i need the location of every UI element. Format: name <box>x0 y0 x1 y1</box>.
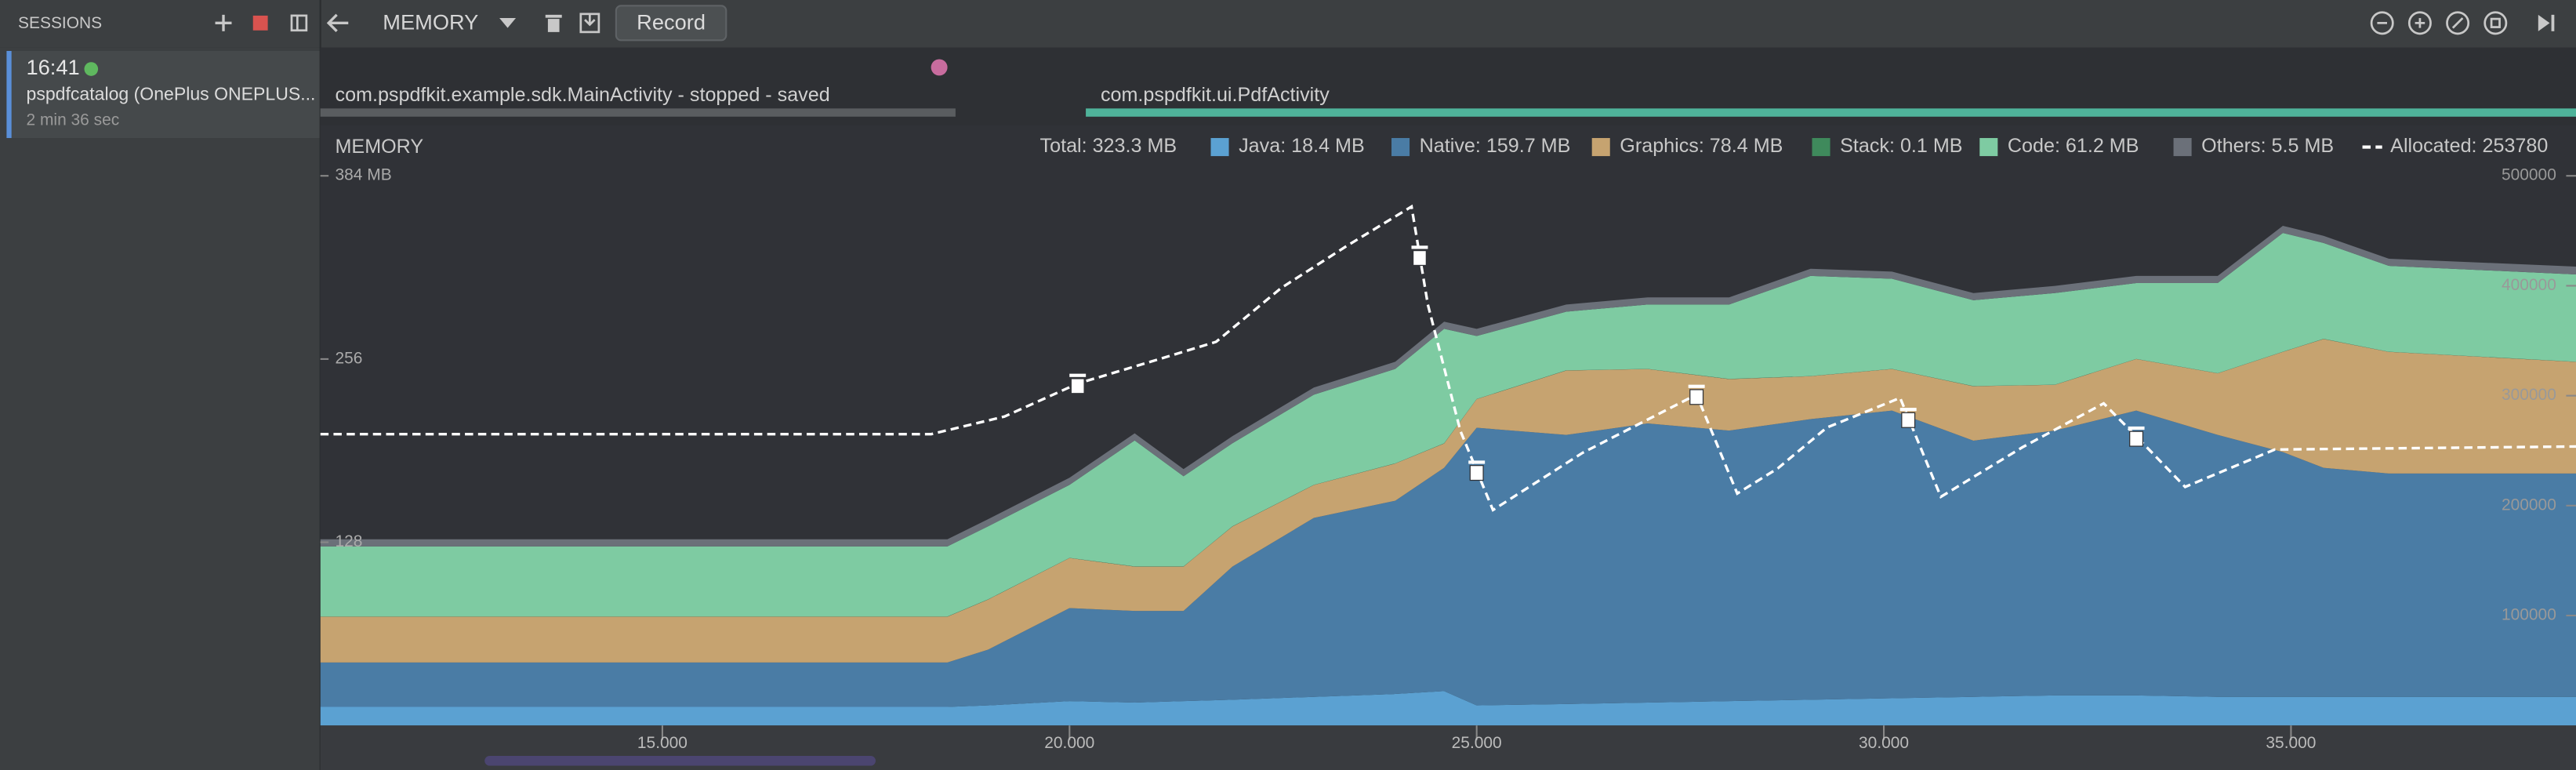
legend-swatch <box>1391 138 1410 157</box>
gc-icon-lid <box>1411 245 1428 249</box>
y2-tick-label: 400000 <box>2502 276 2556 294</box>
stop-session-button[interactable] <box>252 15 268 31</box>
memory-area <box>320 339 2576 663</box>
heap-dump-button[interactable] <box>579 13 600 34</box>
x-tick-label: 25.000 <box>1452 734 1502 752</box>
memory-area <box>320 691 2576 726</box>
activity-label: com.pspdfkit.example.sdk.MainActivity - … <box>336 84 830 106</box>
gc-event <box>1899 408 1917 428</box>
memory-area <box>320 233 2576 617</box>
panel-toggle-button[interactable] <box>290 14 308 32</box>
y2-tick-label: 300000 <box>2502 386 2556 404</box>
sessions-label: SESSIONS <box>18 14 102 32</box>
scrollbar-thumb[interactable] <box>484 755 876 766</box>
legend-swatch <box>1591 138 1610 157</box>
activity-bar <box>320 108 956 117</box>
session-duration: 2 min 36 sec <box>27 111 120 129</box>
legend-swatch <box>1979 138 1998 157</box>
legend-total: Total: 323.3 MB <box>1040 135 1177 157</box>
legend-swatch <box>2173 138 2192 157</box>
y2-tick-label: 500000 <box>2502 166 2556 184</box>
legend-label: Native: 159.7 MB <box>1420 135 1571 157</box>
toolbar <box>0 0 2576 48</box>
gc-icon-lid <box>1899 408 1917 412</box>
activity-label: com.pspdfkit.ui.PdfActivity <box>1101 84 1330 106</box>
session-name: pspdfcatalog (OnePlus ONEPLUS... <box>27 84 316 104</box>
user-event <box>931 59 948 76</box>
gc-icon-body <box>1689 389 1704 405</box>
x-tick-label: 20.000 <box>1044 734 1094 752</box>
legend-swatch <box>1812 138 1830 157</box>
sessions-panel <box>0 47 321 770</box>
gc-icon-body <box>1469 465 1484 481</box>
add-session-button[interactable] <box>215 14 232 31</box>
legend-label: Java: 18.4 MB <box>1239 135 1365 157</box>
session-selected-bar <box>6 50 12 139</box>
gc-event <box>1411 245 1428 267</box>
gc-event <box>1069 373 1087 394</box>
profiler-selector[interactable]: MEMORY <box>383 10 478 35</box>
activity-bar <box>1086 108 2576 117</box>
gc-icon-lid <box>1688 384 1705 388</box>
allocated-line <box>320 204 2576 512</box>
legend-label: Code: 61.2 MB <box>2008 135 2139 157</box>
record-button-label: Record <box>637 10 706 35</box>
legend-label: Graphics: 78.4 MB <box>1620 135 1783 157</box>
y-tick-label: 256 <box>336 349 363 367</box>
gc-icon-body <box>1901 412 1916 428</box>
chart-title: MEMORY <box>336 136 424 158</box>
session-card[interactable] <box>6 50 321 139</box>
legend-label: Others: 5.5 MB <box>2201 135 2334 157</box>
session-time: 16:41 <box>27 55 80 79</box>
y-tick-label: 384 MB <box>336 166 392 184</box>
reset-zoom-button[interactable] <box>2446 11 2470 35</box>
zoom-out-button[interactable] <box>2370 11 2394 35</box>
memory-area <box>320 410 2576 707</box>
gc-event <box>2128 426 2145 447</box>
profiler-dropdown[interactable] <box>499 18 517 28</box>
force-gc-button[interactable] <box>545 14 562 32</box>
y2-tick-label: 200000 <box>2502 496 2556 514</box>
x-tick-label: 35.000 <box>2266 734 2316 752</box>
y-tick-label: 128 <box>336 532 363 550</box>
legend-swatch <box>1210 138 1229 157</box>
legend-label: Allocated: 253780 <box>2390 135 2548 157</box>
zoom-to-selection-button[interactable] <box>2483 11 2508 35</box>
x-tick-label: 30.000 <box>1859 734 1909 752</box>
y2-tick-label: 100000 <box>2502 606 2556 624</box>
gc-icon-body <box>1412 249 1427 267</box>
plot-layer <box>320 204 2576 726</box>
record-button[interactable] <box>615 5 727 42</box>
zoom-in-button[interactable] <box>2407 11 2432 35</box>
gc-event <box>1688 384 1705 405</box>
legend-label: Stack: 0.1 MB <box>1840 135 1962 157</box>
x-tick-label: 15.000 <box>637 734 688 752</box>
gc-icon-lid <box>2128 426 2145 430</box>
gc-icon-body <box>2129 430 2144 447</box>
gc-icon-body <box>1070 378 1085 394</box>
gc-event <box>1468 460 1486 481</box>
session-live-indicator <box>84 62 99 76</box>
go-live-button[interactable] <box>2538 14 2555 31</box>
back-button[interactable] <box>326 13 349 33</box>
gc-icon-lid <box>1468 460 1486 464</box>
gc-icon-lid <box>1069 373 1087 377</box>
